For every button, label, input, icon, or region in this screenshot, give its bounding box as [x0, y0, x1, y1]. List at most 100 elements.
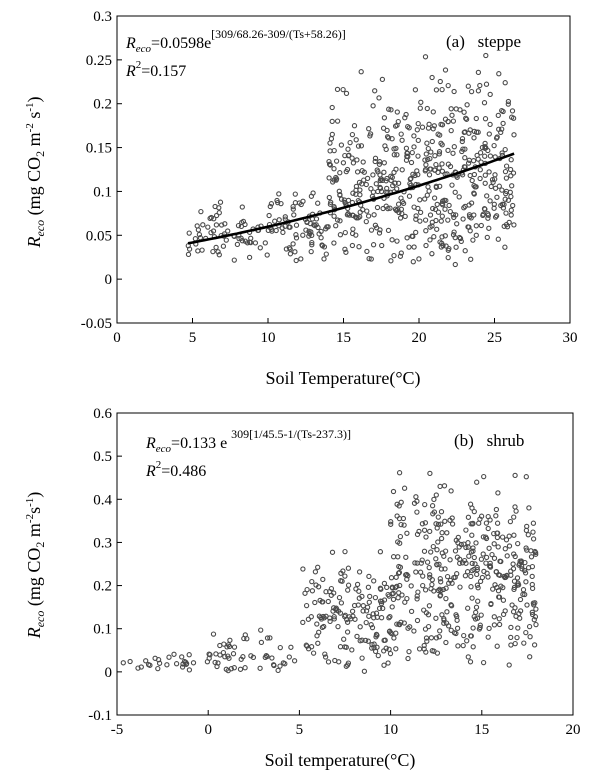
scatter-point-steppe [491, 142, 497, 149]
scatter-point-steppe [459, 136, 466, 142]
scatter-point-shrub [507, 518, 514, 525]
y-title-main-steppe: R [24, 237, 44, 249]
scatter-point-steppe [445, 82, 451, 89]
scatter-point-steppe [468, 256, 474, 262]
scatter-point-shrub [512, 472, 518, 479]
scatter-point-shrub [457, 584, 463, 590]
scatter-point-steppe [492, 172, 498, 178]
scatter-point-steppe [478, 222, 484, 229]
scatter-point-steppe [373, 181, 379, 187]
equation-shrub: Reco=0.133 e 309[1/45.5-1/(Ts-237.3)] [145, 427, 351, 455]
scatter-point-shrub [138, 664, 144, 670]
scatter-point-shrub [383, 645, 389, 651]
scatter-point-steppe [334, 86, 341, 93]
scatter-point-steppe [363, 218, 369, 225]
scatter-point-steppe [453, 244, 459, 250]
scatter-point-steppe [215, 249, 221, 255]
scatter-point-shrub [217, 642, 223, 649]
scatter-point-steppe [329, 131, 335, 138]
scatter-point-shrub [421, 527, 428, 533]
scatter-point-shrub [406, 648, 412, 655]
scatter-point-steppe [425, 145, 431, 152]
scatter-point-steppe [508, 212, 514, 218]
scatter-point-steppe [358, 69, 364, 75]
scatter-point-shrub [280, 660, 287, 666]
scatter-point-shrub [528, 554, 535, 560]
scatter-point-steppe [391, 252, 397, 259]
scatter-point-steppe [483, 52, 489, 59]
scatter-point-shrub [302, 590, 308, 596]
scatter-point-shrub [477, 578, 484, 585]
scatter-point-steppe [298, 201, 304, 208]
scatter-point-steppe [433, 183, 439, 189]
scatter-point-shrub [504, 572, 510, 579]
scatter-point-shrub [438, 509, 445, 515]
scatter-point-shrub [468, 573, 474, 580]
scatter-point-shrub [396, 590, 402, 596]
scatter-point-steppe [291, 212, 297, 218]
scatter-point-shrub [471, 613, 477, 620]
scatter-point-shrub [474, 582, 481, 588]
scatter-point-shrub [468, 633, 474, 639]
scatter-point-shrub [398, 499, 404, 505]
scatter-point-shrub [441, 620, 447, 626]
scatter-point-steppe [216, 205, 222, 211]
scatter-point-shrub [310, 650, 317, 656]
scatter-point-steppe [505, 98, 512, 105]
scatter-point-shrub [371, 615, 377, 621]
scatter-point-steppe [439, 86, 445, 93]
scatter-point-shrub [258, 627, 264, 633]
scatter-point-shrub [334, 607, 340, 613]
scatter-point-steppe [505, 197, 512, 203]
scatter-point-steppe [331, 240, 337, 246]
scatter-point-shrub [336, 594, 343, 601]
scatter-point-steppe [434, 201, 440, 208]
y-title-co2-sub-steppe: 2 [33, 151, 47, 157]
scatter-point-shrub [494, 534, 501, 541]
scatter-point-steppe [385, 227, 392, 234]
scatter-point-shrub [443, 639, 449, 646]
scatter-point-steppe [293, 235, 300, 241]
scatter-point-steppe [433, 161, 439, 168]
scatter-point-steppe [502, 244, 508, 250]
scatter-point-shrub [443, 620, 450, 626]
scatter-point-shrub [529, 611, 536, 618]
scatter-point-steppe [309, 239, 315, 246]
scatter-point-shrub [331, 614, 337, 620]
scatter-point-shrub [526, 623, 533, 630]
scatter-point-steppe [432, 206, 439, 213]
scatter-point-shrub [377, 549, 384, 555]
scatter-point-steppe [450, 118, 457, 124]
scatter-point-shrub [364, 604, 371, 610]
scatter-point-shrub [372, 594, 379, 601]
scatter-points-shrub [120, 470, 539, 674]
scatter-point-shrub [491, 622, 498, 628]
scatter-point-shrub [488, 600, 494, 607]
scatter-point-steppe [309, 242, 315, 248]
scatter-point-steppe [486, 131, 492, 137]
scatter-point-shrub [230, 651, 237, 657]
scatter-point-shrub [440, 586, 447, 593]
scatter-point-steppe [419, 124, 426, 130]
y-tick-label-steppe: 0 [105, 272, 113, 288]
scatter-point-steppe [275, 199, 281, 206]
scatter-point-steppe [353, 183, 360, 190]
scatter-point-steppe [376, 95, 382, 101]
scatter-point-steppe [459, 148, 465, 155]
scatter-point-steppe [376, 230, 383, 236]
r2-sup-shrub: 2 [156, 459, 162, 471]
scatter-point-shrub [473, 604, 480, 610]
scatter-point-shrub [448, 488, 454, 494]
scatter-point-shrub [486, 625, 492, 632]
scatter-point-steppe [370, 242, 377, 248]
scatter-point-shrub [398, 521, 404, 528]
scatter-point-shrub [237, 666, 244, 672]
scatter-point-shrub [422, 520, 429, 526]
scatter-point-shrub [437, 592, 444, 598]
scatter-point-steppe [252, 240, 259, 246]
scatter-point-shrub [511, 514, 517, 520]
scatter-point-shrub [494, 643, 500, 649]
scatter-point-shrub [515, 580, 521, 586]
scatter-point-steppe [482, 180, 488, 186]
scatter-point-shrub [465, 605, 471, 611]
